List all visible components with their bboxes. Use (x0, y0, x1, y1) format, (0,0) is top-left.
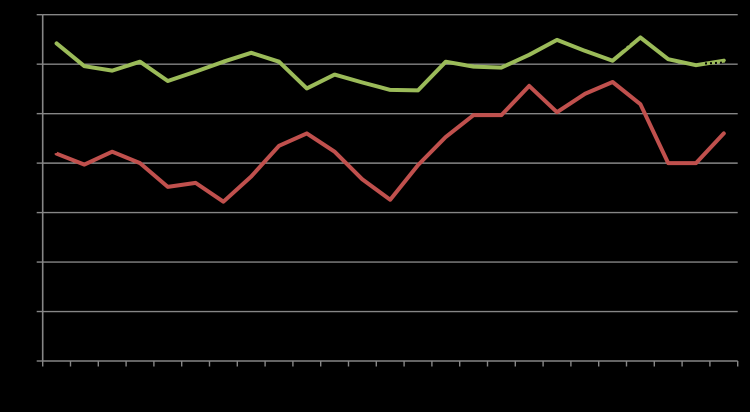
black-dash-artifact (704, 60, 743, 65)
green-series-line (54, 35, 726, 93)
black-dash-artifact (53, 150, 61, 154)
black-dash-artifact (610, 43, 630, 58)
red-series-line (54, 80, 726, 204)
